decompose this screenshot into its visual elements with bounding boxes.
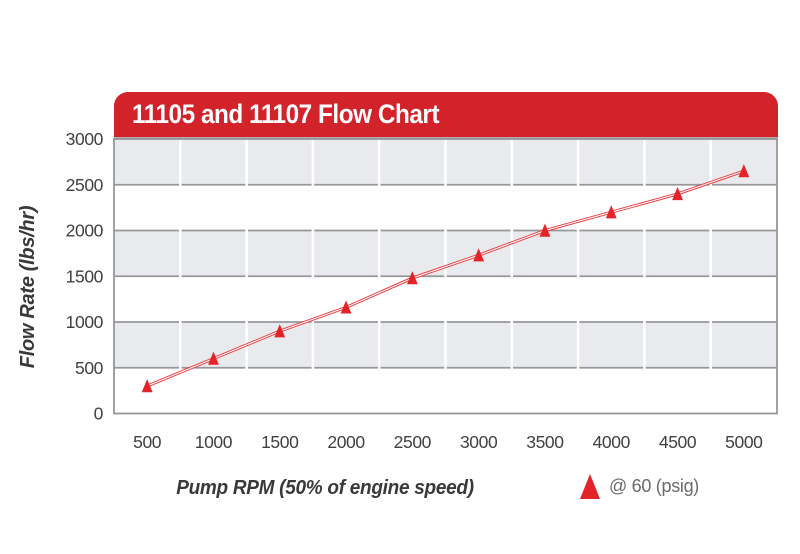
x-tick-label: 1000 (195, 432, 233, 452)
x-tick-label: 3000 (460, 432, 498, 452)
chart-title-banner: 11105 and 11107 Flow Chart (114, 92, 778, 137)
x-tick-label: 500 (133, 432, 162, 452)
data-point-triangle-icon (208, 351, 219, 365)
x-tick-label: 4500 (659, 432, 697, 452)
data-point-triangle-icon (274, 324, 286, 338)
y-axis-title: Flow Rate (lbs/hr) (17, 205, 39, 369)
y-tick-label: 0 (94, 404, 104, 424)
y-tick-label: 1000 (66, 312, 104, 332)
data-point-triangle-icon (539, 223, 551, 237)
data-point-triangle-icon (141, 379, 153, 393)
y-tick-label: 3000 (66, 129, 104, 149)
x-tick-label: 2000 (327, 432, 365, 452)
triangle-up-icon (580, 474, 600, 499)
data-point-triangle-icon (672, 186, 683, 201)
y-tick-label: 500 (75, 358, 104, 378)
data-point-triangle-icon (738, 164, 750, 178)
x-tick-label: 2500 (394, 432, 432, 452)
plot-border (113, 138, 778, 415)
data-point-triangle-icon (340, 300, 352, 314)
x-tick-label: 5000 (725, 432, 763, 452)
y-tick-label: 2000 (66, 221, 104, 241)
data-point-triangle-icon (605, 205, 617, 219)
y-tick-label: 1500 (66, 266, 104, 286)
legend: @ 60 (psig) (580, 474, 699, 499)
x-axis-title: Pump RPM (50% of engine speed) (176, 477, 474, 499)
chart-title: 11105 and 11107 Flow Chart (132, 99, 440, 129)
data-line-core (146, 170, 745, 387)
x-tick-label: 1500 (261, 432, 299, 452)
x-tick-label: 3500 (526, 432, 564, 452)
x-tick-label: 4000 (593, 432, 631, 452)
legend-label: @ 60 (psig) (609, 476, 700, 496)
data-point-triangle-icon (473, 248, 485, 262)
data-point-triangle-icon (406, 271, 418, 285)
y-tick-label: 2500 (66, 175, 104, 195)
